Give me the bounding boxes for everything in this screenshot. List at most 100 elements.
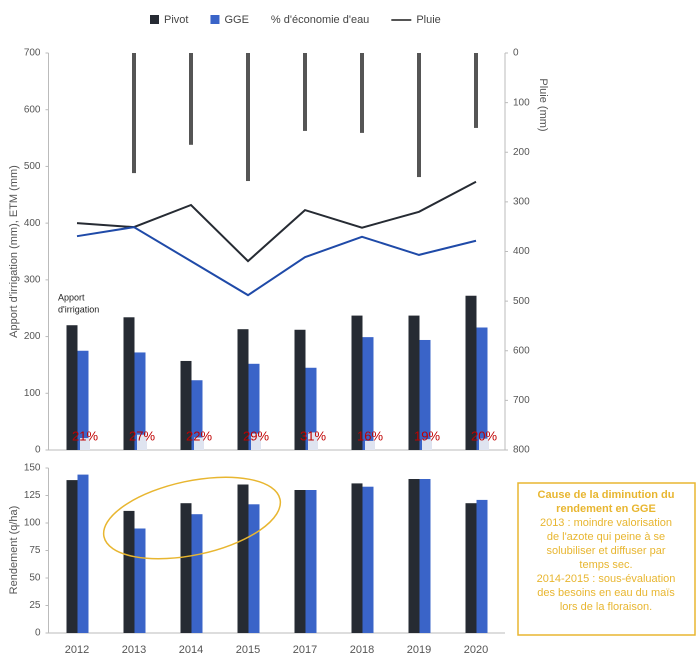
bar — [476, 499, 488, 633]
y2-tick-label: 400 — [513, 246, 530, 257]
note-line: des besoins en eau du maïs — [537, 587, 675, 599]
rain-bar — [132, 53, 136, 174]
bar — [419, 479, 431, 633]
bar — [351, 483, 363, 633]
rain-bar — [474, 53, 478, 128]
note-line: temps sec. — [579, 559, 632, 571]
y-tick-label: 300 — [24, 274, 41, 285]
rain-bar — [417, 53, 421, 178]
x-tick-label: 2020 — [464, 644, 488, 656]
bar — [362, 337, 374, 450]
savings-bar — [422, 439, 432, 450]
x-tick-label: 2017 — [293, 644, 317, 656]
note-line: de l'azote qui peine à se — [547, 531, 665, 543]
legend-swatch — [150, 15, 159, 24]
savings-bar — [194, 437, 204, 450]
y-axis-label: Rendement (q/ha) — [8, 506, 20, 595]
legend-swatch — [210, 15, 220, 24]
rain-bar — [246, 53, 250, 182]
data-label: 29% — [243, 428, 269, 443]
bar — [294, 329, 306, 450]
bar — [419, 339, 431, 450]
bar — [134, 528, 146, 633]
bar — [180, 503, 192, 633]
bar — [465, 295, 477, 450]
bar — [123, 317, 135, 450]
y2-tick-label: 500 — [513, 296, 530, 307]
y2-tick-label: 200 — [513, 147, 530, 158]
y-tick-label: 150 — [24, 463, 41, 474]
y2-tick-label: 700 — [513, 395, 530, 406]
note-box — [517, 482, 696, 636]
savings-bar — [479, 438, 489, 450]
bar — [248, 504, 260, 633]
bar — [77, 350, 89, 450]
x-tick-label: 2018 — [350, 644, 374, 656]
y-tick-label: 100 — [24, 388, 41, 399]
y2-tick-label: 300 — [513, 197, 530, 208]
bar — [77, 474, 89, 633]
etm-line — [76, 180, 477, 263]
data-label: 19% — [414, 428, 440, 443]
note-line: 2013 : moindre valorisation — [540, 517, 672, 529]
x-tick-label: 2014 — [179, 644, 203, 656]
y-tick-label: 125 — [24, 490, 41, 501]
bar — [294, 490, 306, 633]
legend-label: Pluie — [416, 14, 440, 26]
bar — [351, 315, 363, 450]
bar — [362, 486, 374, 633]
x-tick-label: 2012 — [65, 644, 89, 656]
legend-label: GGE — [224, 14, 248, 26]
bar — [191, 380, 203, 450]
legend-label: Pivot — [164, 14, 188, 26]
annotation: Apport — [58, 292, 85, 302]
y-tick-label: 50 — [29, 573, 41, 584]
savings-bar — [365, 440, 375, 450]
y-tick-label: 75 — [29, 545, 41, 556]
savings-bar — [251, 433, 261, 450]
y2-axis-label: Pluie (mm) — [537, 78, 549, 131]
bar — [180, 360, 192, 450]
etm-line — [76, 226, 477, 297]
y-tick-label: 200 — [24, 331, 41, 342]
savings-bar — [137, 434, 147, 450]
note-line: lors de la floraison. — [560, 601, 652, 613]
note-title: rendement en GGE — [556, 503, 656, 515]
bar — [305, 367, 317, 450]
bar — [237, 484, 249, 633]
y-tick-label: 100 — [24, 518, 41, 529]
data-label: 31% — [300, 428, 326, 443]
x-tick-label: 2019 — [407, 644, 431, 656]
bar — [408, 479, 420, 633]
note-line: 2014-2015 : sous-évaluation — [537, 573, 676, 585]
y-tick-label: 0 — [35, 445, 41, 456]
rain-bar — [303, 53, 307, 131]
bar — [123, 510, 135, 633]
highlight — [102, 476, 282, 560]
bar — [237, 329, 249, 450]
data-label: 22% — [186, 428, 212, 443]
bar — [66, 480, 78, 633]
note-line: solubiliser et diffuser par — [546, 545, 665, 557]
data-label: 16% — [357, 428, 383, 443]
bar — [134, 352, 146, 450]
y2-tick-label: 600 — [513, 345, 530, 356]
rain-bar — [360, 53, 364, 133]
y-tick-label: 700 — [24, 48, 41, 59]
y-tick-label: 25 — [29, 600, 41, 611]
data-label: 27% — [129, 428, 155, 443]
y2-tick-label: 0 — [513, 48, 519, 59]
rain-bar — [189, 53, 193, 145]
bar — [305, 490, 317, 633]
data-label: 20% — [471, 428, 497, 443]
y-tick-label: 600 — [24, 104, 41, 115]
bar — [248, 363, 260, 450]
bar — [408, 315, 420, 450]
bar — [191, 514, 203, 633]
legend-label: % d'économie d'eau — [271, 14, 369, 26]
savings-bar — [80, 438, 90, 450]
data-label: 21% — [72, 428, 98, 443]
bar — [476, 327, 488, 450]
x-tick-label: 2015 — [236, 644, 260, 656]
